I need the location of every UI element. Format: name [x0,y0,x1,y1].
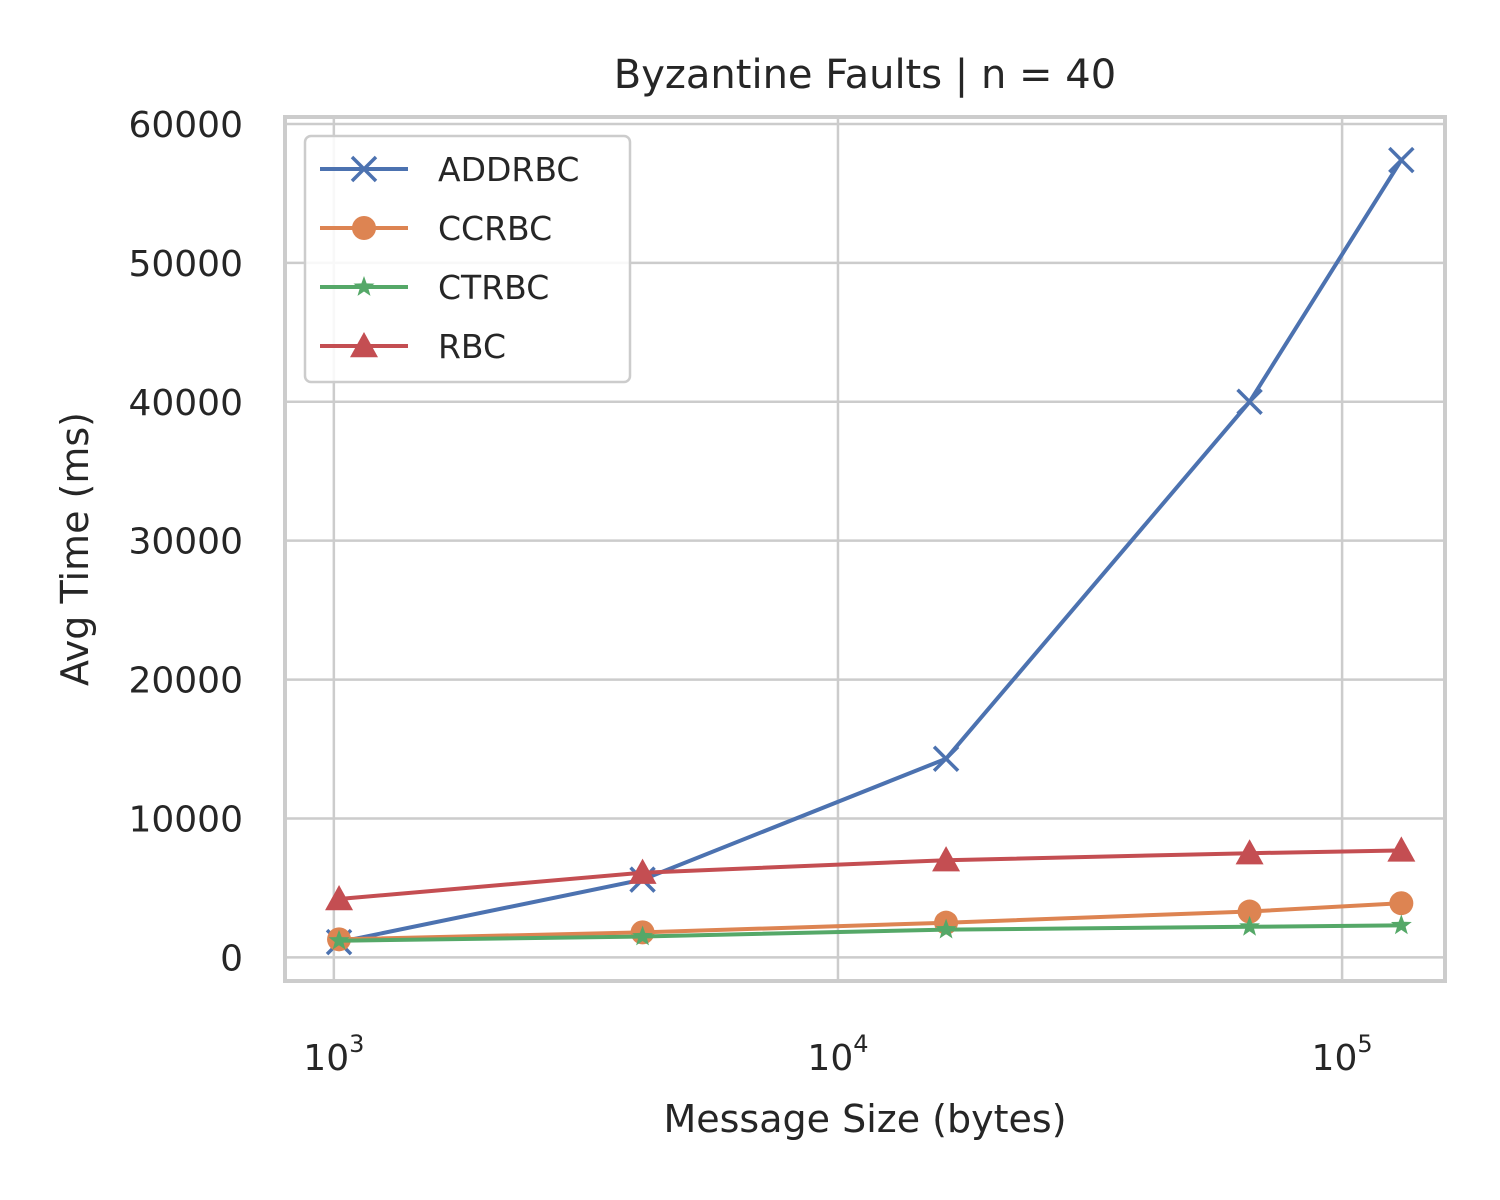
point-addrbc-4 [1388,146,1415,174]
y-tick-label-0: 0 [220,938,243,979]
x-tick-base-1: 10 [807,1038,853,1079]
point-ctrbc-3 [1239,915,1260,936]
x-tick-base-0: 10 [303,1038,349,1079]
x-tick-label-2: 105 [1312,1030,1373,1079]
point-addrbc-2 [932,745,960,772]
point-rbc-2 [932,846,961,872]
point-rbc-4 [1387,836,1416,862]
legend-label-ccrbc: CCRBC [438,209,552,248]
legend: ADDRBC CCRBC CTRBC RBC [303,134,632,384]
point-rbc-1 [628,858,657,884]
point-rbc-0 [325,885,354,911]
x-tick-exp-1: 4 [853,1030,868,1058]
x-tick-label-0: 103 [303,1030,364,1079]
legend-marker-rbc [350,332,378,358]
series-layer [325,146,1416,956]
legend-item-rbc: RBC [320,327,506,366]
grid-layer [285,117,1445,981]
point-ccrbc-4 [1389,891,1414,916]
legend-item-ctrbc: CTRBC [320,268,549,307]
y-tick-label-5: 50000 [128,244,243,285]
series-ctrbc [328,914,1412,950]
x-axis-label: Message Size (bytes) [663,1097,1066,1141]
legend-item-addrbc: ADDRBC [320,150,579,189]
legend-label-addrbc: ADDRBC [438,150,579,189]
point-ctrbc-0 [328,929,350,950]
y-tick-label-1: 10000 [128,799,243,840]
point-ctrbc-2 [935,918,957,939]
plot-frame [283,115,1447,983]
point-ccrbc-3 [1237,899,1262,924]
legend-label-rbc: RBC [438,327,506,366]
point-addrbc-3 [1236,388,1263,415]
series-rbc [325,836,1416,911]
x-tick-label-1: 104 [807,1030,868,1079]
point-ctrbc-1 [632,925,653,946]
chart-title: Byzantine Faults | n = 40 [614,52,1116,98]
legend-marker-ctrbc [353,276,375,296]
legend-marker-ccrbc [352,216,376,240]
x-tick-exp-2: 5 [1357,1030,1372,1058]
y-tick-label-6: 60000 [128,105,243,146]
y-tick-label-3: 30000 [128,522,243,563]
point-rbc-3 [1235,839,1264,865]
legend-item-ccrbc: CCRBC [320,209,552,248]
x-tick-base-2: 10 [1312,1038,1358,1079]
legend-marker-addrbc [350,155,378,183]
legend-box [303,134,632,384]
x-tick-exp-0: 3 [349,1030,364,1058]
point-ctrbc-4 [1390,914,1412,935]
series-line-ctrbc [338,923,1402,943]
y-axis-label: Avg Time (ms) [53,412,97,686]
legend-label-ctrbc: CTRBC [438,268,549,307]
y-tick-label-4: 40000 [128,383,243,424]
y-tick-label-2: 20000 [128,661,243,702]
